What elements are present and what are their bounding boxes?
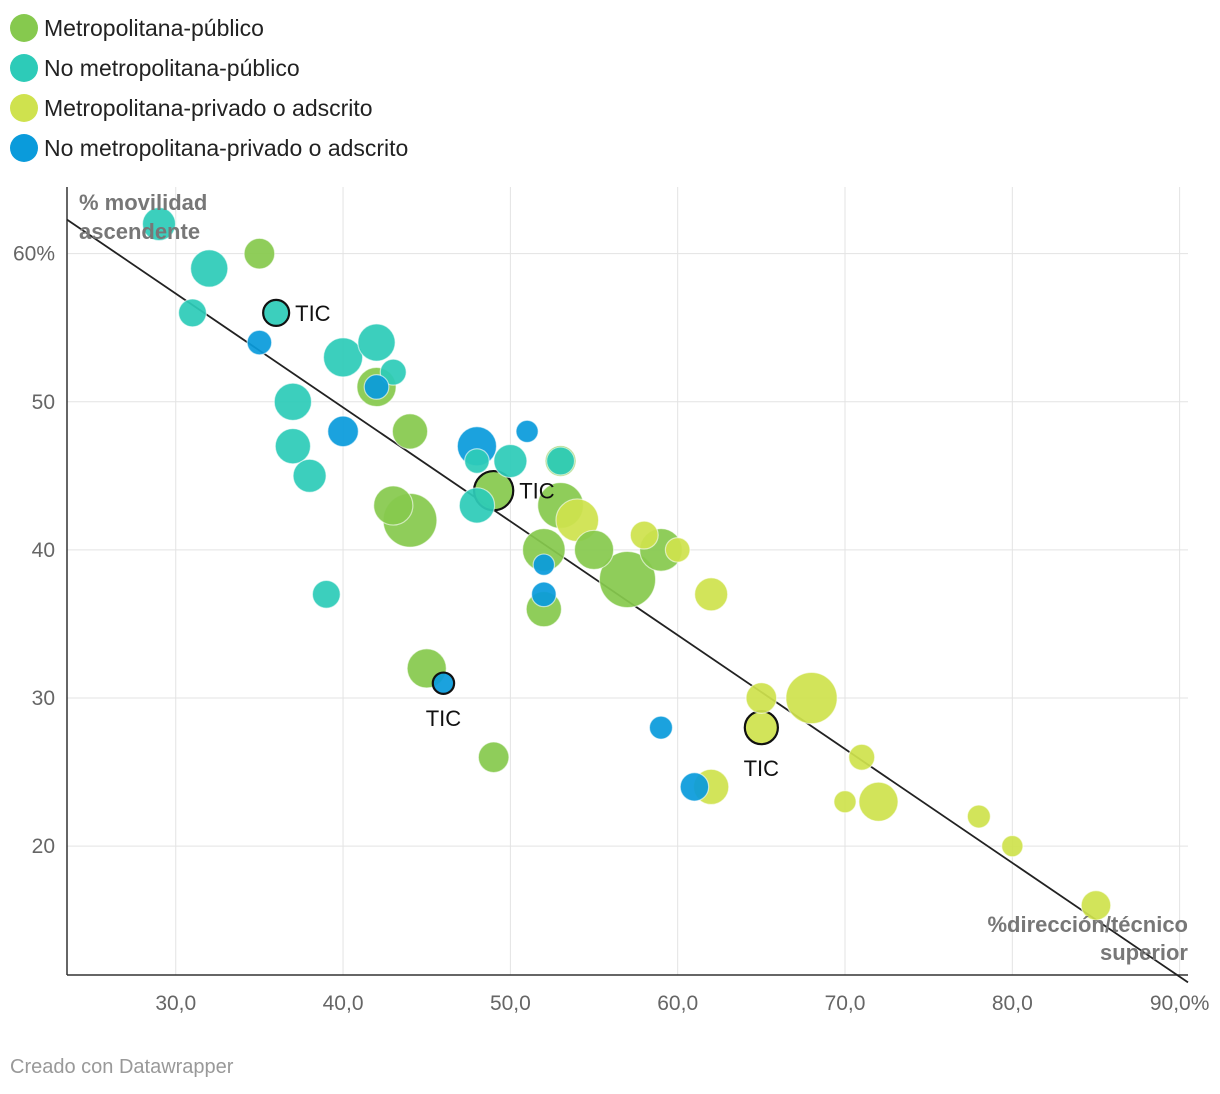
legend-label: No metropolitana-público [44, 54, 300, 81]
data-point [966, 804, 991, 829]
data-point [530, 581, 557, 608]
legend-item[interactable]: No metropolitana-privado o adscrito [10, 128, 408, 168]
data-point [431, 671, 456, 695]
point-label: TIC [426, 706, 462, 731]
data-point [363, 374, 390, 400]
point-label: TIC [744, 756, 780, 781]
data-point [515, 419, 539, 444]
y-tick-label: 20 [32, 835, 55, 858]
data-point [292, 458, 327, 493]
point-label: TIC [295, 301, 331, 326]
data-point [141, 206, 177, 242]
data-point [848, 743, 876, 771]
legend-swatch [10, 54, 38, 82]
axes: 30,0 40,0 50,0 60,0 70,0 80,0 90,0% 20 30 40 50 60% [13, 187, 1209, 1015]
legend-label: No metropolitana-privado o adscrito [44, 134, 409, 161]
data-point [274, 427, 312, 465]
y-tick-label: 30 [32, 687, 55, 710]
x-tick-label: 30,0 [155, 992, 196, 1015]
data-point [546, 446, 576, 476]
data-point [679, 772, 710, 802]
data-point [573, 529, 615, 571]
data-point [664, 536, 691, 563]
data-point [273, 382, 313, 422]
data-point [694, 577, 729, 612]
x-axis-title: superior [1100, 940, 1188, 965]
data-point [243, 237, 276, 270]
data-point [189, 249, 229, 288]
data-point [322, 337, 364, 378]
x-tick-label: 50,0 [490, 992, 531, 1015]
data-point [357, 323, 396, 362]
data-point [833, 789, 857, 814]
data-point [464, 448, 490, 474]
legend-swatch [10, 134, 38, 162]
legend-label: Metropolitana-público [44, 14, 264, 41]
data-point [743, 709, 779, 746]
y-axis-title: % movilidad [79, 190, 207, 215]
legend-item[interactable]: No metropolitana-público [10, 48, 408, 88]
data-point [598, 550, 657, 609]
data-point [477, 741, 510, 774]
scatter-chart: 30,0 40,0 50,0 60,0 70,0 80,0 90,0% 20 30 40 50 60%… [13, 187, 1209, 1015]
x-tick-label: 60,0 [657, 992, 698, 1015]
data-point [177, 298, 208, 328]
data-point [648, 715, 674, 740]
data-point [1080, 889, 1112, 921]
data-point [532, 553, 556, 576]
data-point [327, 415, 359, 448]
legend-item[interactable]: Metropolitana-privado o adscrito [10, 88, 408, 128]
data-point [493, 443, 528, 479]
legend-swatch [10, 14, 38, 42]
data-point [373, 485, 414, 526]
x-tick-label: 80,0 [992, 992, 1033, 1015]
data-point [785, 671, 838, 725]
y-tick-label: 60% [13, 243, 55, 266]
data-points [141, 206, 1112, 921]
grid [67, 187, 1188, 975]
data-point [379, 358, 407, 386]
credit: Creado con Datawrapper [10, 1056, 234, 1078]
x-tick-label: 70,0 [825, 992, 866, 1015]
data-point [391, 413, 429, 450]
data-point [1001, 834, 1024, 858]
data-point [745, 682, 778, 714]
y-tick-label: 50 [32, 391, 55, 414]
data-point [311, 579, 341, 609]
x-tick-label: 90,0% [1150, 992, 1210, 1015]
data-point [262, 298, 291, 327]
legend-label: Metropolitana-privado o adscrito [44, 94, 373, 121]
y-axis-title: ascendente [79, 219, 200, 244]
point-label: TIC [519, 479, 555, 504]
y-tick-label: 40 [32, 539, 55, 562]
legend-swatch [10, 94, 38, 122]
data-point [458, 487, 496, 524]
x-axis-title: %dirección/técnico [987, 912, 1188, 937]
data-point [858, 781, 899, 822]
legend: Metropolitana-público No metropolitana-p… [10, 8, 408, 168]
data-point [629, 520, 659, 550]
x-tick-label: 40,0 [323, 992, 364, 1015]
data-point [246, 329, 273, 356]
point-labels: TIC TIC TIC TIC [295, 301, 779, 781]
legend-item[interactable]: Metropolitana-público [10, 8, 408, 48]
axis-titles: % movilidad ascendente %dirección/técnico s… [79, 190, 1188, 965]
